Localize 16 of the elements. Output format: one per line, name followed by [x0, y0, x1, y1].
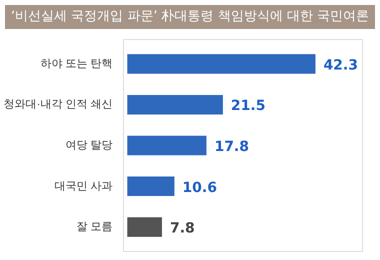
y-tick-label: 잘 모름: [76, 221, 113, 234]
bar: [127, 136, 206, 156]
data-label: 42.3: [323, 57, 358, 74]
data-label: 21.5: [230, 98, 266, 114]
chart-title: ‘비선실세 국정개입 파문’ 朴대통령 책임방식에 대한 국민여론: [10, 8, 370, 26]
data-label: 7.8: [170, 220, 195, 237]
y-tick-label: 여당 탈당: [65, 140, 113, 152]
bar: [127, 54, 316, 74]
y-tick-label: 대국민 사과: [54, 180, 113, 192]
data-label: 17.8: [214, 139, 249, 155]
bar: [127, 94, 223, 115]
data-label: 10.6: [182, 180, 217, 196]
y-tick-label: 하야 또는 탄핵: [40, 58, 113, 70]
bar: [127, 217, 162, 237]
bar: [127, 176, 174, 196]
y-tick-label: 청와대·내각 인적 쇄신: [4, 98, 113, 111]
